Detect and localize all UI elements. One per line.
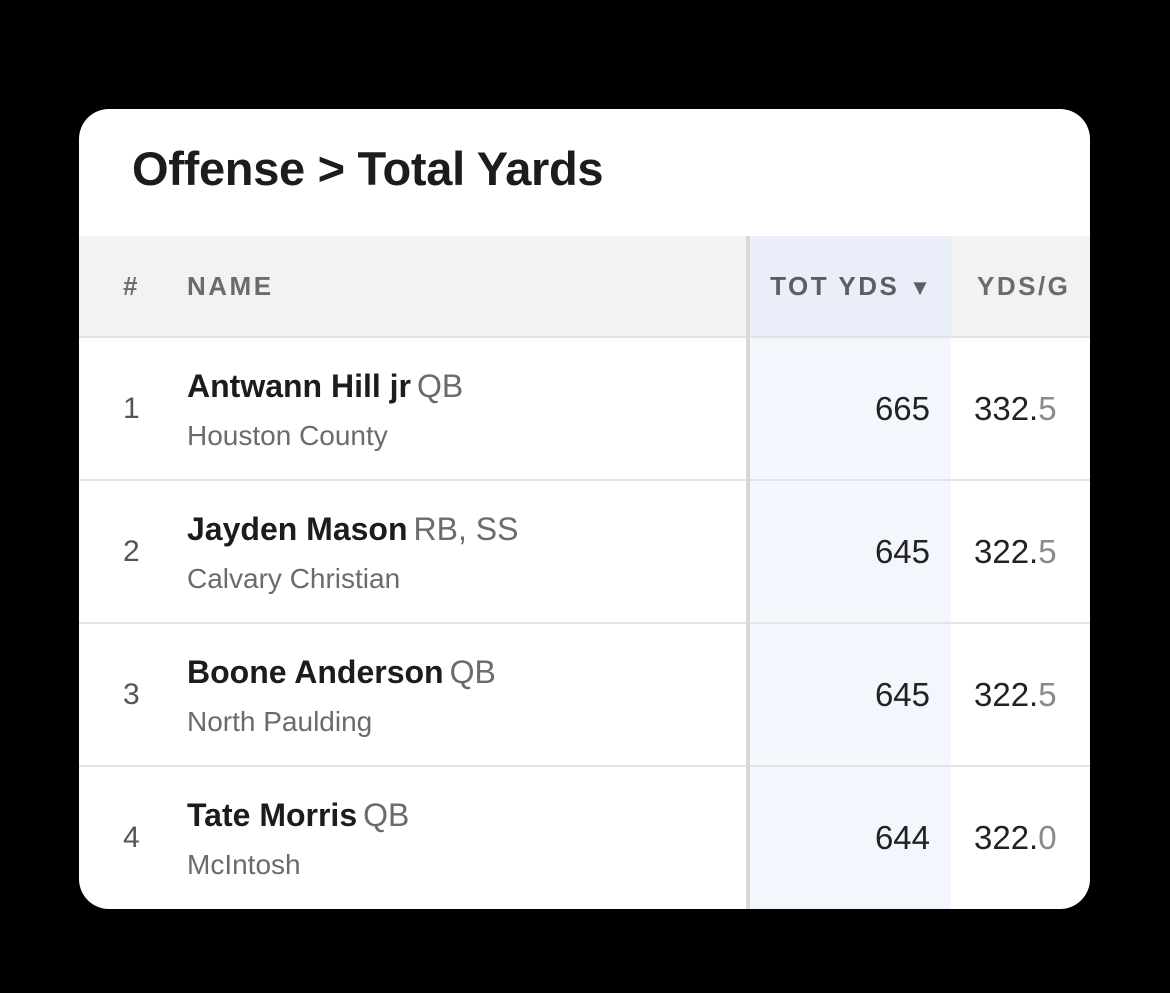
yds-per-game-value: 322.0: [974, 767, 1057, 908]
yds-per-game-dec: 5: [1038, 533, 1057, 570]
tot-yds-value: 645: [874, 676, 930, 713]
column-header-tot-yds[interactable]: TOT YDS ▼: [750, 236, 951, 336]
table-row[interactable]: 2 Jayden Mason RB, SS Calvary Christian 6…: [79, 481, 1090, 624]
player-school[interactable]: North Paulding: [187, 706, 373, 737]
table-row[interactable]: 3 Boone Anderson QB North Paulding 645 32…: [79, 624, 1090, 767]
tot-yds-value: 665: [874, 390, 930, 427]
yds-per-game-dec: 5: [1038, 676, 1057, 713]
column-divider: [746, 236, 750, 909]
player-name[interactable]: Antwann Hill jr: [187, 368, 411, 404]
column-header-name[interactable]: NAME: [187, 271, 274, 301]
page-title: Offense > Total Yards: [132, 142, 604, 195]
player-line: Jayden Mason RB, SS: [187, 511, 518, 548]
player-name[interactable]: Jayden Mason: [187, 511, 408, 547]
row-rank: 2: [123, 535, 140, 568]
table-row[interactable]: 1 Antwann Hill jr QB Houston County 665 3…: [79, 338, 1090, 481]
column-header-rank[interactable]: #: [123, 271, 140, 301]
player-line: Boone Anderson QB: [187, 654, 496, 691]
player-name[interactable]: Tate Morris: [187, 797, 358, 833]
yds-per-game-int: 322.: [974, 819, 1039, 856]
table-row[interactable]: 4 Tate Morris QB McIntosh 644 322.0: [79, 767, 1090, 909]
row-rank: 1: [123, 392, 140, 425]
sort-descending-icon: ▼: [909, 275, 931, 300]
table-header: # NAME TOT YDS ▼ YDS/G: [79, 236, 1090, 338]
player-school[interactable]: Houston County: [187, 420, 388, 451]
stats-card: Offense > Total Yards # NAME TOT YDS ▼ Y…: [79, 109, 1090, 909]
player-school[interactable]: Calvary Christian: [187, 563, 401, 594]
yds-per-game-value: 322.5: [974, 624, 1057, 765]
row-rank: 3: [123, 678, 140, 711]
player-position: QB: [449, 654, 496, 690]
player-position: RB, SS: [413, 511, 519, 547]
column-header-tot-yds-label: TOT YDS: [770, 271, 900, 301]
yds-per-game-value: 332.5: [974, 338, 1057, 479]
yds-per-game-int: 332.: [974, 390, 1039, 427]
player-line: Antwann Hill jr QB: [187, 368, 463, 405]
player-position: QB: [363, 797, 410, 833]
player-line: Tate Morris QB: [187, 797, 409, 834]
row-rank: 4: [123, 821, 140, 854]
yds-per-game-dec: 0: [1038, 819, 1057, 856]
yds-per-game-value: 322.5: [974, 481, 1057, 622]
tot-yds-value: 645: [874, 533, 930, 570]
tot-yds-value: 644: [874, 819, 930, 856]
yds-per-game-dec: 5: [1038, 390, 1057, 427]
player-school[interactable]: McIntosh: [187, 849, 301, 880]
player-name[interactable]: Boone Anderson: [187, 654, 444, 690]
yds-per-game-int: 322.: [974, 533, 1039, 570]
column-header-yds-per-game[interactable]: YDS/G: [977, 271, 1071, 301]
yds-per-game-int: 322.: [974, 676, 1039, 713]
player-position: QB: [417, 368, 464, 404]
